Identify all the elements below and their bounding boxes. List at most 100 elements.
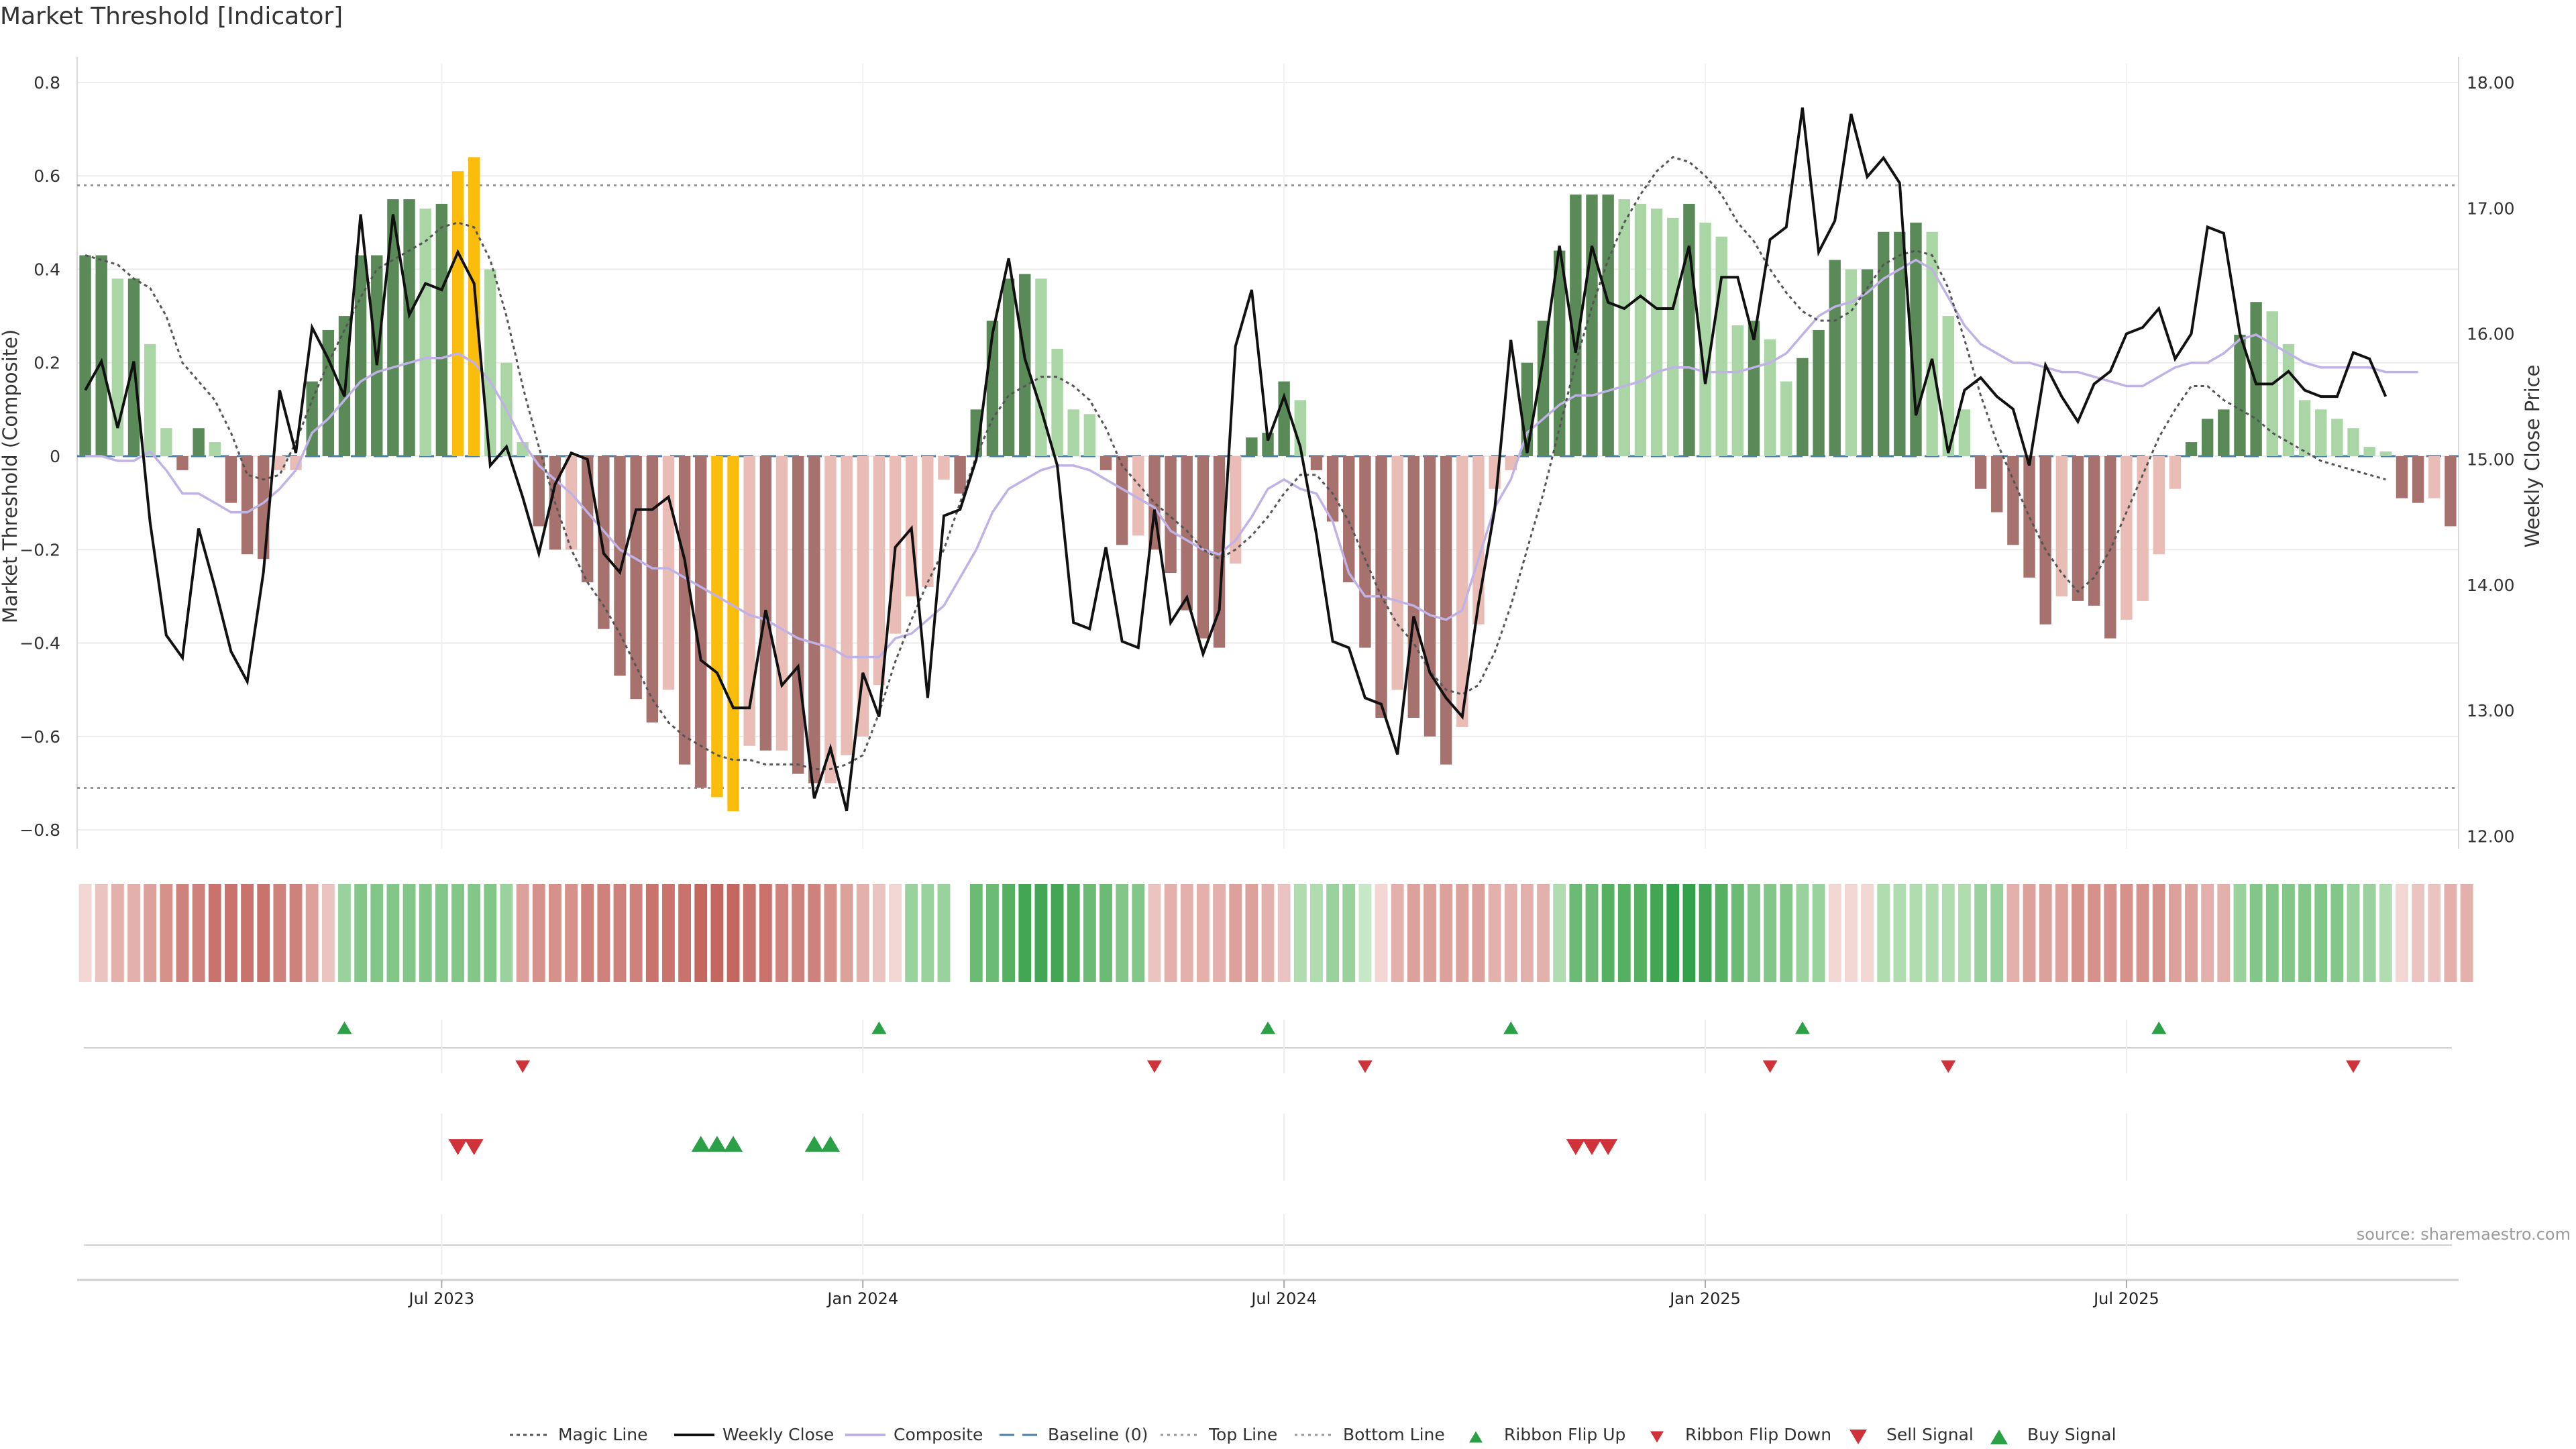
left-tick-label: 0.6 bbox=[34, 166, 60, 186]
signal-strip-cell bbox=[1310, 884, 1323, 982]
composite-bar bbox=[1796, 358, 1809, 456]
composite-bar bbox=[775, 456, 788, 751]
series-lines bbox=[84, 107, 2418, 812]
composite-bar bbox=[1132, 456, 1144, 536]
signal-strip-cell bbox=[1407, 884, 1420, 982]
composite-bar bbox=[2104, 456, 2116, 639]
buy-signal-marker bbox=[707, 1136, 727, 1152]
signal-strip-cell bbox=[581, 884, 594, 982]
signal-strip-cell bbox=[2314, 884, 2328, 982]
left-axis-title: Market Threshold (Composite) bbox=[0, 329, 21, 623]
signal-strip-cell bbox=[1375, 884, 1388, 982]
signal-strip-cell bbox=[2120, 884, 2133, 982]
signal-strip-cell bbox=[727, 884, 740, 982]
signal-strip-cell bbox=[808, 884, 821, 982]
signal-strip-cell bbox=[1877, 884, 1890, 982]
right-tick-label: 12.00 bbox=[2467, 826, 2515, 846]
composite-bar bbox=[274, 456, 286, 470]
legend-swatch-sell bbox=[1849, 1429, 1867, 1445]
composite-bar bbox=[144, 343, 156, 456]
ribbon-flip-up-marker bbox=[1260, 1021, 1275, 1034]
signal-strip-cell bbox=[2168, 884, 2182, 982]
signal-strip-cell bbox=[613, 884, 627, 982]
composite-bar bbox=[1197, 456, 1210, 639]
signal-strip-cell bbox=[2201, 884, 2214, 982]
signal-strip-cell bbox=[321, 884, 335, 982]
composite-bar bbox=[1845, 269, 1858, 456]
signal-strip-cell bbox=[484, 884, 497, 982]
legend-label: Top Line bbox=[1208, 1425, 1277, 1444]
legend-label: Sell Signal bbox=[1886, 1425, 1974, 1444]
composite-bar bbox=[2363, 447, 2375, 456]
signal-strip-cell bbox=[370, 884, 384, 982]
composite-bar bbox=[258, 456, 270, 559]
composite-bar bbox=[808, 456, 820, 784]
signal-strip-cell bbox=[1293, 884, 1307, 982]
composite-bar bbox=[1181, 456, 1193, 610]
composite-bar bbox=[646, 456, 659, 722]
signal-strip-cell bbox=[678, 884, 692, 982]
composite-bar bbox=[193, 428, 205, 456]
ribbon-flip-down-marker bbox=[1762, 1060, 1778, 1073]
legend-label: Magic Line bbox=[558, 1425, 648, 1444]
signal-strip-cell bbox=[2217, 884, 2231, 982]
composite-bar bbox=[1894, 231, 1906, 456]
signal-strip-cell bbox=[937, 884, 951, 982]
signal-strip-cell bbox=[516, 884, 529, 982]
composite-bar bbox=[1213, 456, 1226, 648]
legend-swatch-flip-up bbox=[1469, 1431, 1483, 1443]
source-note: source: sharemaestro.com bbox=[2357, 1225, 2571, 1244]
composite-bar bbox=[1083, 414, 1096, 456]
composite-bar bbox=[1829, 260, 1841, 456]
legend-label: Buy Signal bbox=[2027, 1425, 2116, 1444]
composite-bar bbox=[1586, 195, 1598, 456]
composite-bar bbox=[1602, 195, 1614, 456]
composite-bar bbox=[1456, 456, 1468, 727]
composite-bar bbox=[354, 255, 367, 456]
composite-bar bbox=[2088, 456, 2100, 606]
legend-label: Ribbon Flip Up bbox=[1504, 1425, 1625, 1444]
composite-bar bbox=[1731, 325, 1744, 456]
signal-strip-cell bbox=[1472, 884, 1485, 982]
signal-strip-cell bbox=[565, 884, 578, 982]
signal-strip-cell bbox=[1196, 884, 1210, 982]
signal-strip-cell bbox=[1699, 884, 1712, 982]
left-tick-label: 0.4 bbox=[34, 260, 60, 279]
composite-bar bbox=[1877, 231, 1890, 456]
signal-strip-cell bbox=[451, 884, 464, 982]
composite-bar bbox=[1278, 381, 1290, 456]
composite-bar bbox=[2396, 456, 2408, 498]
signal-strip-cell bbox=[597, 884, 610, 982]
signal-strip-cell bbox=[1018, 884, 1032, 982]
composite-bar bbox=[614, 456, 626, 676]
signal-strip-cell bbox=[176, 884, 189, 982]
signal-strip-cell bbox=[840, 884, 853, 982]
legend-label: Composite bbox=[894, 1425, 983, 1444]
right-tick-label: 14.00 bbox=[2467, 576, 2515, 595]
signal-strip-cell bbox=[1925, 884, 1939, 982]
composite-bar bbox=[1051, 348, 1063, 456]
x-tick-label: Jan 2024 bbox=[826, 1289, 898, 1308]
composite-bar bbox=[1019, 274, 1031, 456]
legend-label: Weekly Close bbox=[722, 1425, 834, 1444]
composite-bar bbox=[759, 456, 772, 751]
signal-strip-cell bbox=[1828, 884, 1841, 982]
signal-strip-cell bbox=[1229, 884, 1242, 982]
signal-strip-cell bbox=[2379, 884, 2392, 982]
composite-bar bbox=[2250, 302, 2262, 456]
signal-strip-cell bbox=[1731, 884, 1744, 982]
composite-bar bbox=[1067, 409, 1079, 456]
composite-bar bbox=[1618, 199, 1630, 456]
signal-strip-cell bbox=[1617, 884, 1631, 982]
signal-strip-cell bbox=[2396, 884, 2408, 982]
magic-line bbox=[85, 156, 2386, 771]
composite-bar bbox=[1991, 456, 2003, 513]
signal-strip-cell bbox=[905, 884, 918, 982]
composite-bar bbox=[2379, 451, 2392, 456]
composite-bar bbox=[2298, 400, 2311, 456]
signal-strip-cell bbox=[1682, 884, 1696, 982]
composite-bar bbox=[1748, 321, 1760, 456]
signal-strip-cell bbox=[921, 884, 934, 982]
composite-bar bbox=[451, 171, 464, 456]
signal-strip-cell bbox=[1585, 884, 1599, 982]
